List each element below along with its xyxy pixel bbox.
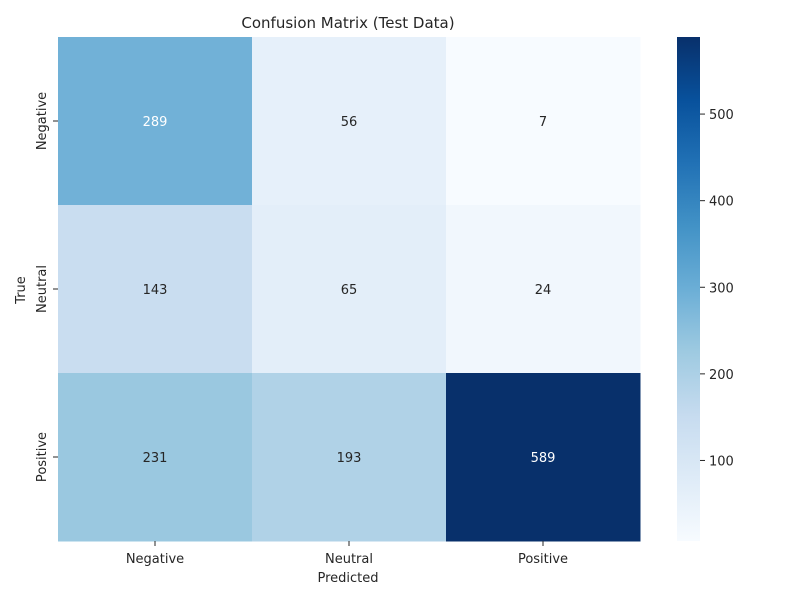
x-tick-label: Neutral (325, 552, 373, 567)
cell-value-label: 231 (143, 451, 168, 466)
cell-value-label: 589 (531, 451, 556, 466)
heatmap-cell (252, 373, 447, 542)
heatmap-cell (252, 205, 447, 374)
chart-title: Confusion Matrix (Test Data) (241, 14, 454, 32)
heatmap-cell (58, 373, 253, 542)
x-tick-label: Positive (518, 552, 568, 567)
colorbar-tick-label: 400 (709, 195, 734, 210)
colorbar-tick-label: 500 (709, 108, 734, 123)
cell-value-label: 143 (143, 283, 168, 298)
heatmap-cell (446, 37, 641, 206)
cell-value-label: 289 (143, 115, 168, 130)
colorbar-gradient (677, 37, 700, 541)
x-tick-label: Negative (126, 552, 184, 567)
colorbar: 100 200 300 400 500 (677, 37, 734, 541)
y-tick-label: Negative (35, 92, 50, 150)
colorbar-tick-label: 300 (709, 281, 734, 296)
colorbar-tick-label: 100 (709, 454, 734, 469)
y-axis-ticks: Negative Neutral Positive (35, 92, 58, 482)
y-tick-label: Neutral (35, 265, 50, 313)
heatmap-cell (446, 373, 641, 542)
y-axis-title: True (14, 276, 29, 305)
cell-value-label: 7 (539, 115, 547, 130)
heatmap-cells: 289 56 7 143 65 24 231 193 589 (58, 37, 641, 542)
heatmap-cell (446, 205, 641, 374)
heatmap-cell (58, 37, 253, 206)
cell-value-label: 24 (535, 283, 552, 298)
x-axis-ticks: Negative Neutral Positive (126, 541, 568, 567)
colorbar-ticks: 100 200 300 400 500 (700, 108, 734, 469)
colorbar-tick-label: 200 (709, 368, 734, 383)
x-axis-title: Predicted (317, 571, 378, 586)
heatmap-cell (58, 205, 253, 374)
cell-value-label: 65 (341, 283, 358, 298)
heatmap-cell (252, 37, 447, 206)
y-tick-label: Positive (35, 432, 50, 482)
cell-value-label: 56 (341, 115, 358, 130)
cell-value-label: 193 (337, 451, 362, 466)
